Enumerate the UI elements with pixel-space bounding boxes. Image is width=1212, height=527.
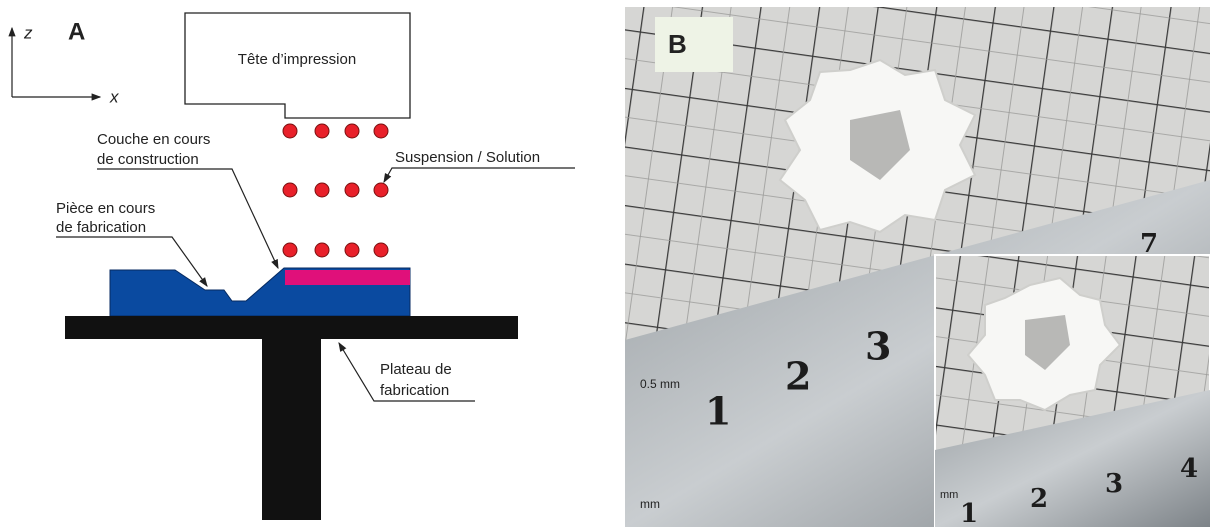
panel-label: B [668, 29, 687, 59]
label: Suspension / Solution [395, 149, 540, 166]
layer [285, 270, 410, 285]
panel-label: A [68, 18, 85, 45]
print-head [184, 12, 411, 119]
ruler-number: 3 [1105, 469, 1123, 499]
leader [97, 168, 279, 270]
label: Tête d’impression [238, 51, 356, 68]
panel-a: z x A Tête d’impression Couche en cours … [8, 12, 575, 520]
label-box [655, 17, 733, 72]
leader [383, 167, 575, 184]
panel-b: 7 0.5 mm mm 1 2 3 mm 1 2 3 4 B [625, 7, 1211, 527]
label: Plateau de [380, 361, 452, 378]
gear-hole [850, 110, 910, 180]
ruler-number: 1 [705, 389, 731, 434]
label: de construction [97, 151, 199, 168]
ruler-number: 7 [1140, 229, 1158, 259]
ruler-number: 2 [1030, 484, 1048, 514]
axis-label: x [109, 87, 119, 106]
label: de fabrication [56, 219, 146, 236]
leader [56, 236, 208, 287]
ruler-label: mm [940, 489, 958, 501]
platform [65, 316, 518, 339]
label: Couche en cours [97, 131, 210, 148]
ruler-label: mm [640, 497, 660, 511]
axis-label: z [23, 23, 33, 42]
ruler-label: 0.5 mm [640, 377, 680, 391]
ruler-number: 2 [785, 354, 811, 399]
ruler-number: 3 [865, 324, 891, 369]
ruler-number: 1 [960, 499, 978, 527]
label: Pièce en cours [56, 200, 155, 217]
platform-stem [262, 339, 321, 520]
inset-ruler [935, 390, 1210, 527]
label: fabrication [380, 382, 449, 399]
inset-gear-hole [1025, 315, 1070, 370]
ruler-number: 4 [1180, 454, 1198, 484]
droplets [282, 123, 389, 258]
leader [338, 341, 475, 402]
